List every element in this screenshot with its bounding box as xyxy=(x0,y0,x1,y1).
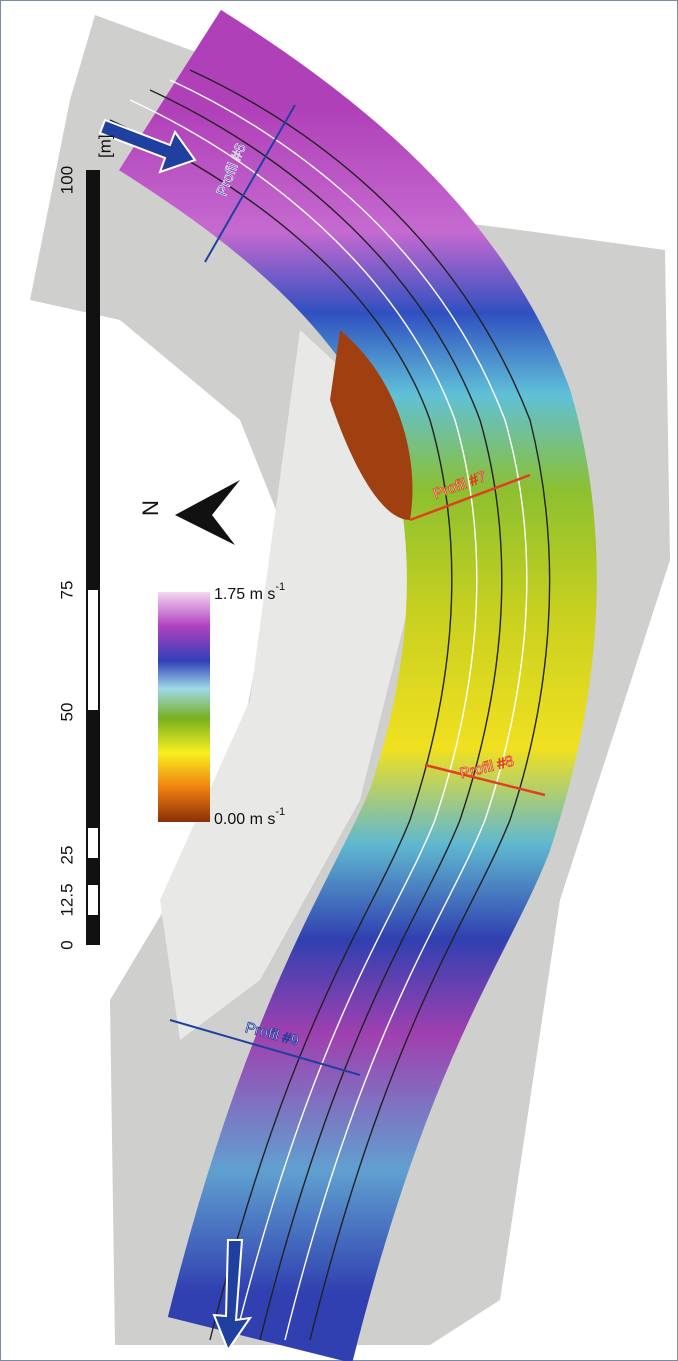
scale-label: 100 xyxy=(57,166,76,194)
scale-label: 25 xyxy=(57,846,76,865)
figure: Profil #6 Profil #7 Profil #8 Profil #9 … xyxy=(0,0,678,1361)
legend-max-text: 1.75 m s xyxy=(214,586,275,603)
scale-label: 50 xyxy=(57,703,76,722)
north-label: N xyxy=(138,500,163,516)
scale-label: 0 xyxy=(57,940,76,949)
legend-min-exp: -1 xyxy=(275,806,285,818)
scale-bar xyxy=(86,170,100,945)
scale-label: 75 xyxy=(57,581,76,600)
scale-label: 12.5 xyxy=(57,883,76,916)
scale-unit: [m] xyxy=(95,134,114,158)
legend-max-exp: -1 xyxy=(275,581,285,593)
colorbar xyxy=(158,592,210,822)
legend-min-text: 0.00 m s xyxy=(214,811,275,828)
